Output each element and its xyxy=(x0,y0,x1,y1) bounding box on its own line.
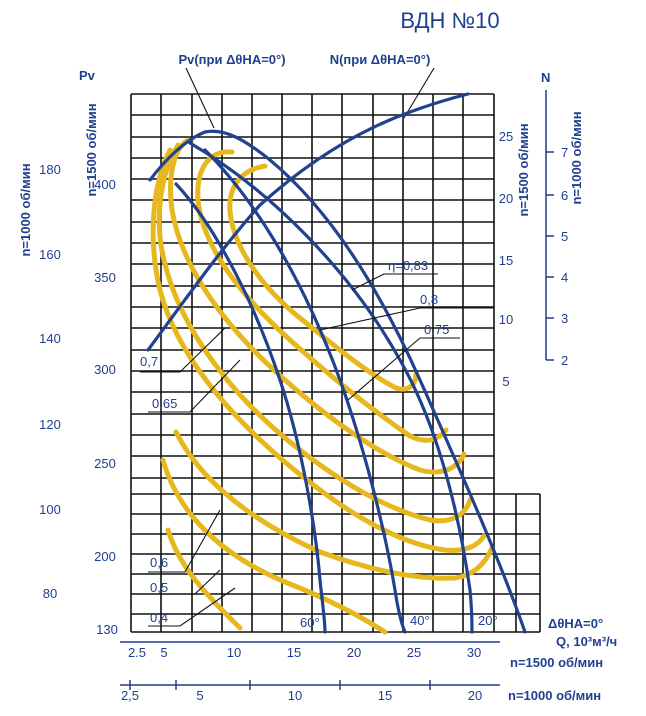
pv1500-tick: 200 xyxy=(94,549,116,564)
efficiency-leaders xyxy=(140,273,494,627)
n1500-tick: 5 xyxy=(502,374,509,389)
q1500-tick: 5 xyxy=(160,645,167,660)
pv1000-tick: 140 xyxy=(39,331,61,346)
chart-title: ВДН №10 xyxy=(400,8,499,33)
pv1500-tick: 250 xyxy=(94,456,116,471)
eta-label-083: η=0,83 xyxy=(388,258,428,273)
pv1500-tick: 350 xyxy=(94,270,116,285)
n1500-tick: 20 xyxy=(499,191,513,206)
q1500-tick: 2.5 xyxy=(128,645,146,660)
n-power-curve xyxy=(146,92,470,352)
left-rpm-1500-label: n=1500 об/мин xyxy=(84,103,99,196)
n-1500-ticks: 25 20 15 10 5 xyxy=(499,129,513,389)
q1500-tick: 25 xyxy=(407,645,421,660)
vane-angle-20: 20° xyxy=(478,613,498,628)
eta-label-065: 0,65 xyxy=(152,396,177,411)
n1000-tick: 2 xyxy=(561,353,568,368)
q1500-tick: 30 xyxy=(467,645,481,660)
eta-label-080: 0,8 xyxy=(420,292,438,307)
pv1000-tick: 180 xyxy=(39,162,61,177)
n1000-tick: 3 xyxy=(561,311,568,326)
eta-083-contour xyxy=(227,163,419,392)
eta-040-contour xyxy=(165,527,243,631)
pv1500-tick: 130 xyxy=(96,622,118,637)
eta-label-050: 0,5 xyxy=(150,580,168,595)
pv-curve-label: Pv(при ΔθНА=0°) xyxy=(178,52,285,67)
eta-060-contour xyxy=(173,429,495,581)
pv-axis-title: Pv xyxy=(79,68,96,83)
n-1000-axis: 7 6 5 4 3 2 xyxy=(545,90,568,368)
n-label-leader xyxy=(403,67,435,119)
vane-angle-40: 40° xyxy=(410,613,430,628)
n1000-tick: 4 xyxy=(561,270,568,285)
q1000-tick: 15 xyxy=(378,688,392,703)
eta-label-040: 0,4 xyxy=(150,610,168,625)
q1000-tick: 5 xyxy=(196,688,203,703)
q1500-rpm-label: n=1500 об/мин xyxy=(510,655,603,670)
pv-1500-ticks: 400 350 300 250 200 130 xyxy=(94,177,118,637)
pv1000-tick: 100 xyxy=(39,502,61,517)
eta-050-contour xyxy=(160,457,388,635)
eta-080-contour xyxy=(195,149,449,443)
q-1000-ticks: 2,5 5 10 15 20 xyxy=(121,688,482,703)
pv1500-tick: 300 xyxy=(94,362,116,377)
pv-1000-ticks: 180 160 140 120 100 80 xyxy=(39,162,61,601)
q1500-tick: 20 xyxy=(347,645,361,660)
pv-label-leader xyxy=(185,67,215,129)
q1000-tick: 10 xyxy=(288,688,302,703)
pv1000-tick: 160 xyxy=(39,247,61,262)
right-rpm-1500-label: n=1500 об/мин xyxy=(516,123,531,216)
vane-angle-60: 60° xyxy=(300,615,320,630)
vane-angle-label: ΔθНА=0° xyxy=(548,616,603,631)
n1000-tick: 6 xyxy=(561,188,568,203)
q1000-rpm-label: n=1000 об/мин xyxy=(508,688,601,703)
pv-pressure-curve xyxy=(148,129,527,634)
blue-curves xyxy=(146,92,527,634)
n1500-tick: 25 xyxy=(499,129,513,144)
q1500-tick: 10 xyxy=(227,645,241,660)
eta-label-075: 0,75 xyxy=(424,322,449,337)
n1500-tick: 10 xyxy=(499,312,513,327)
angle-20-curve xyxy=(188,141,474,634)
pv1500-tick: 400 xyxy=(94,177,116,192)
eta-070-contour xyxy=(156,142,473,524)
pv1000-tick: 80 xyxy=(43,586,57,601)
q-axis-label: Q, 10³м³/ч xyxy=(556,634,617,649)
n1500-tick: 15 xyxy=(499,253,513,268)
eta-label-070: 0,7 xyxy=(140,354,158,369)
q1000-tick: 20 xyxy=(468,688,482,703)
q1000-tick: 2,5 xyxy=(121,688,139,703)
q1500-tick: 15 xyxy=(287,645,301,660)
left-rpm-1000-label: n=1000 об/мин xyxy=(18,163,33,256)
eta-065-contour xyxy=(150,147,487,553)
n1000-tick: 7 xyxy=(561,145,568,160)
eta-label-060: 0,6 xyxy=(150,555,168,570)
angle-60-curve xyxy=(174,182,327,634)
angle-40-curve xyxy=(203,148,407,634)
n1000-tick: 5 xyxy=(561,229,568,244)
n-curve-label: N(при ΔθНА=0°) xyxy=(330,52,431,67)
q-1000-tick-marks xyxy=(129,680,431,690)
n-axis-title: N xyxy=(541,70,550,85)
q-1500-ticks: 2.5 5 10 15 20 25 30 xyxy=(128,645,481,660)
right-rpm-1000-label: n=1000 об/мин xyxy=(569,111,584,204)
pv1000-tick: 120 xyxy=(39,417,61,432)
